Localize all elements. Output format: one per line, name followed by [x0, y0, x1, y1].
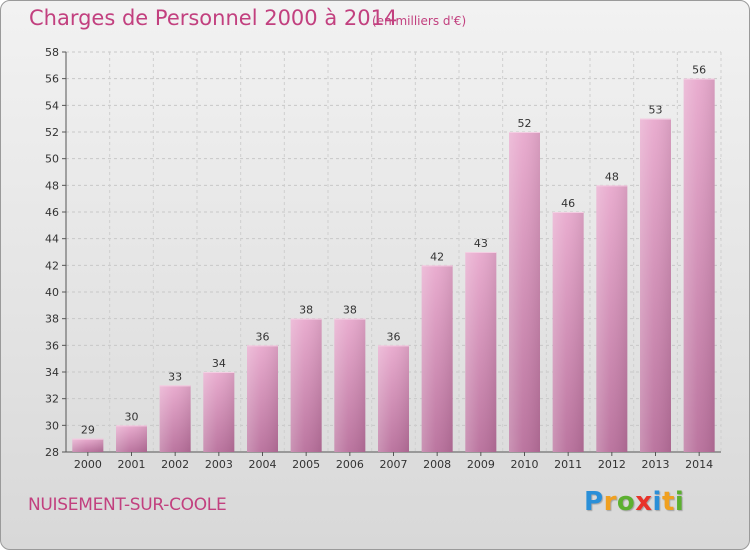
bar-shine [596, 185, 628, 453]
logo-letter: P [584, 487, 604, 517]
chart-subtitle: (en milliers d'€) [372, 14, 467, 28]
y-tick-label: 34 [45, 366, 59, 379]
logo-letter: o [616, 487, 636, 517]
bar-shine [509, 132, 540, 452]
proxiti-logo: Proxiti [584, 487, 684, 517]
x-tick-label: 2003 [205, 458, 233, 471]
bar-shine [290, 318, 322, 452]
x-tick-label: 2005 [292, 458, 320, 471]
data-label: 56 [692, 64, 706, 77]
bar-shine [116, 425, 147, 452]
bar-shine [465, 252, 497, 452]
x-tick-label: 2011 [554, 458, 582, 471]
x-tick-label: 2006 [336, 458, 364, 471]
data-label: 38 [299, 304, 313, 317]
y-tick-label: 28 [45, 446, 59, 459]
y-tick-label: 38 [45, 313, 59, 326]
logo-letter: r [603, 487, 617, 517]
logo-letter: t [661, 487, 675, 517]
x-tick-label: 2010 [511, 458, 539, 471]
x-tick-label: 2014 [685, 458, 713, 471]
y-tick-label: 54 [45, 99, 59, 112]
data-label: 36 [387, 330, 401, 343]
bar-shine [247, 345, 278, 452]
x-tick-label: 2007 [380, 458, 408, 471]
commune-name: NUISEMENT-SUR-COOLE [28, 495, 227, 515]
data-label: 38 [343, 304, 357, 317]
logo-letter: i [652, 487, 662, 517]
x-tick-label: 2001 [118, 458, 146, 471]
x-tick-label: 2009 [467, 458, 495, 471]
bar-shine [683, 78, 715, 453]
x-tick-label: 2002 [161, 458, 189, 471]
y-tick-label: 46 [45, 206, 59, 219]
y-tick-label: 42 [45, 259, 59, 272]
y-tick-label: 32 [45, 393, 59, 406]
data-label: 43 [474, 237, 488, 250]
data-label: 48 [605, 170, 619, 183]
bar-shine [159, 385, 191, 452]
logo-letter: x [635, 487, 653, 517]
data-label: 36 [256, 330, 270, 343]
data-label: 30 [125, 410, 139, 423]
y-tick-label: 40 [45, 286, 59, 299]
y-tick-label: 58 [45, 46, 59, 59]
x-tick-label: 2004 [249, 458, 277, 471]
bar-shine [72, 438, 104, 452]
bar-shine [552, 212, 584, 452]
data-label: 42 [430, 250, 444, 263]
bar-shine [203, 372, 235, 452]
x-tick-label: 2013 [642, 458, 670, 471]
bar-shine [378, 345, 409, 452]
y-tick-label: 56 [45, 73, 59, 86]
y-tick-label: 50 [45, 153, 59, 166]
data-label: 46 [561, 197, 575, 210]
bar-shine [334, 318, 366, 452]
y-tick-label: 48 [45, 179, 59, 192]
y-tick-label: 52 [45, 126, 59, 139]
data-label: 33 [168, 370, 182, 383]
data-label: 53 [649, 104, 663, 117]
labels: 28 30 32 34 36 38 40 42 44 46 48 50 52 54 56 58 29 2000 30… [45, 46, 713, 471]
x-tick-label: 2012 [598, 458, 626, 471]
chart-title: Charges de Personnel 2000 à 2014 [29, 6, 398, 30]
x-tick-label: 2000 [74, 458, 102, 471]
y-tick-label: 36 [45, 339, 59, 352]
data-label: 34 [212, 357, 226, 370]
x-tick-label: 2008 [423, 458, 451, 471]
logo-letter: i [674, 487, 685, 517]
bar-shine [640, 118, 671, 453]
bars [72, 78, 715, 453]
bar-shine [421, 265, 453, 452]
data-label: 52 [518, 117, 532, 130]
y-tick-label: 44 [45, 233, 59, 246]
y-tick-label: 30 [45, 419, 59, 432]
data-label: 29 [81, 424, 95, 437]
